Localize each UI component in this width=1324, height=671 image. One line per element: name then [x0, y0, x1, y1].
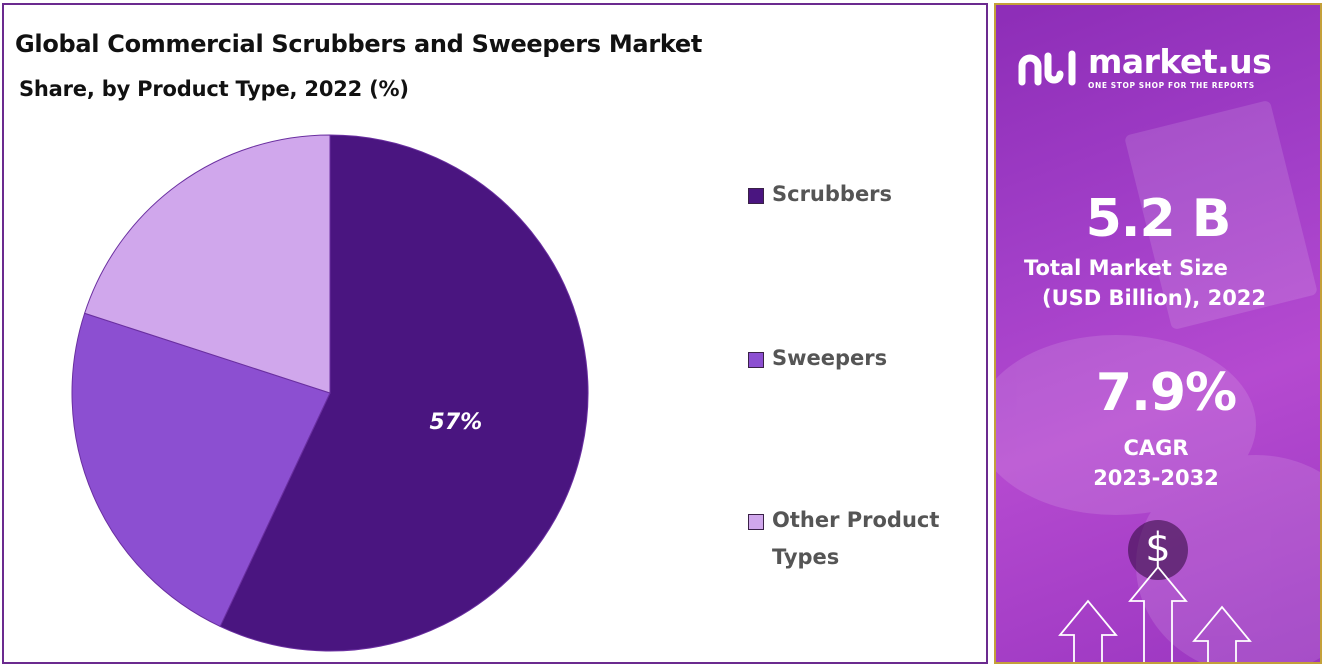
legend-swatch-scrubbers	[748, 188, 764, 204]
pie-chart: 57%	[71, 134, 589, 652]
pie-slice-scrubbers	[219, 134, 589, 652]
pie-data-label-scrubbers: 57%	[430, 410, 483, 435]
background-decoration	[996, 101, 1320, 662]
pie-data-labels: 57%	[430, 410, 483, 435]
market-size-stat: 5.2 B	[996, 191, 1320, 247]
coin-circle	[1128, 520, 1188, 580]
cagr-label-block: CAGR 2023-2032	[996, 433, 1318, 493]
chart-panel: Global Commercial Scrubbers and Sweepers…	[2, 3, 988, 664]
pie-slice-other-product-types	[83, 134, 331, 394]
market-size-label-line1: Total Market Size	[1024, 256, 1228, 280]
up-arrow-icon	[1058, 565, 1252, 662]
cagr-period: 2023-2032	[1093, 466, 1219, 490]
legend-swatch-other-product-types	[748, 514, 764, 530]
legend-item-sweepers: Sweepers	[748, 346, 978, 377]
cagr-value: 7.9%	[1095, 363, 1237, 423]
market-size-value: 5.2 B	[1085, 189, 1232, 249]
cagr-stat: 7.9%	[1004, 363, 1320, 423]
legend-label-sweepers: Sweepers	[772, 346, 888, 370]
summary-panel: market.us ONE STOP SHOP FOR THE REPORTS …	[994, 3, 1322, 664]
legend-label-scrubbers: Scrubbers	[772, 182, 893, 206]
dollar-icon: $	[1145, 525, 1171, 571]
chart-subtitle: Share, by Product Type, 2022 (%)	[19, 77, 409, 101]
legend-item-scrubbers: Scrubbers	[748, 182, 978, 213]
pie-slice-sweepers	[71, 312, 331, 628]
legend-item-other-product-types: Other Product Types	[748, 508, 978, 576]
cagr-label: CAGR	[1123, 436, 1189, 460]
brand-name: market.us	[1088, 42, 1272, 81]
brand-tagline: ONE STOP SHOP FOR THE REPORTS	[1088, 81, 1255, 90]
pie-slices	[71, 134, 589, 652]
market-size-label: Total Market Size (USD Billion), 2022	[1024, 253, 1284, 313]
brand: market.us ONE STOP SHOP FOR THE REPORTS	[1016, 42, 1272, 91]
chart-title: Global Commercial Scrubbers and Sweepers…	[15, 30, 703, 58]
brand-text: market.us ONE STOP SHOP FOR THE REPORTS	[1088, 42, 1272, 91]
legend-swatch-sweepers	[748, 352, 764, 368]
logo-icon	[1018, 50, 1076, 85]
market-size-label-line2: (USD Billion), 2022	[1042, 286, 1267, 310]
legend-label-other-product-types: Other Product Types	[772, 508, 940, 569]
